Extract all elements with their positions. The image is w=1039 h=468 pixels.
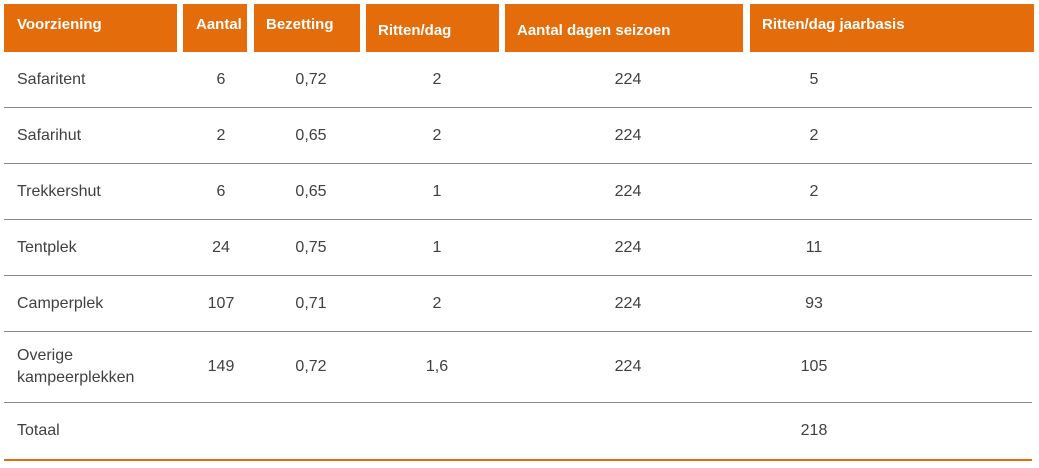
cell-bezetting: 0,65: [295, 126, 327, 144]
header-cell-bezetting: Bezetting: [254, 4, 360, 52]
table-row: Safarihut 2 0,65 2 224 2: [4, 108, 1032, 164]
cell-aantal-dagen: 224: [614, 294, 642, 312]
header-label-ritten-dag: Ritten/dag: [378, 22, 452, 39]
header-label-voorziening: Voorziening: [17, 16, 102, 33]
cell-bezetting: 0,65: [295, 182, 327, 200]
cell-aantal: 24: [212, 238, 230, 256]
cell-ritten-dag: 1: [432, 182, 442, 200]
table-row: Camperplek 107 0,71 2 224 93: [4, 276, 1032, 332]
header-cell-ritten-dag-jaarbasis: Ritten/dag jaarbasis: [750, 4, 1034, 52]
cell-ritten-dag: 1: [432, 238, 442, 256]
cell-voorziening: Trekkershut: [17, 182, 101, 200]
table-row: Safaritent 6 0,72 2 224 5: [4, 53, 1032, 108]
table-row: Overige kampeerplekken 149 0,72 1,6 224 …: [4, 332, 1032, 403]
cell-aantal-dagen: 224: [614, 71, 642, 88]
cell-totaal-label: Totaal: [17, 422, 60, 439]
header-cell-voorziening: Voorziening: [4, 4, 177, 52]
header-cell-ritten-dag: Ritten/dag: [366, 4, 499, 52]
cell-bezetting: [266, 403, 356, 459]
cell-aantal-dagen: 224: [614, 238, 642, 256]
header-label-bezetting: Bezetting: [266, 16, 334, 33]
cell-ritten-dag: [387, 403, 487, 459]
cell-voorziening: Camperplek: [17, 294, 104, 312]
header-cell-aantal: Aantal: [183, 4, 247, 52]
table-row: Tentplek 24 0,75 1 224 11: [4, 220, 1032, 276]
cell-jaarbasis: 93: [805, 294, 823, 312]
cell-ritten-dag: 2: [432, 71, 442, 88]
cell-ritten-dag: 1,6: [425, 358, 449, 375]
cell-bezetting: 0,71: [295, 294, 327, 312]
cell-aantal-dagen: 224: [614, 126, 642, 144]
cell-jaarbasis: 5: [809, 71, 819, 88]
cell-voorziening: Tentplek: [17, 238, 77, 256]
cell-ritten-dag: 2: [432, 126, 442, 144]
cell-jaarbasis-totaal: 218: [800, 422, 828, 439]
cell-jaarbasis: 2: [809, 182, 819, 200]
cell-aantal: 6: [216, 71, 226, 88]
cell-voorziening: Safaritent: [17, 71, 86, 88]
header-cell-aantal-dagen-seizoen: Aantal dagen seizoen: [505, 4, 743, 52]
cell-aantal: [186, 403, 256, 459]
table-row: Trekkershut 6 0,65 1 224 2: [4, 164, 1032, 220]
cell-aantal: 6: [216, 182, 226, 200]
cell-bezetting: 0,75: [295, 238, 327, 256]
cell-voorziening: Safarihut: [17, 126, 82, 144]
cell-jaarbasis: 11: [805, 238, 823, 256]
cell-bezetting: 0,72: [295, 71, 327, 88]
cell-jaarbasis: 2: [809, 126, 819, 144]
cell-jaarbasis: 105: [800, 358, 828, 375]
cell-ritten-dag: 2: [432, 294, 442, 312]
cell-aantal-dagen: [578, 403, 678, 459]
header-label-ritten-dag-jaarbasis: Ritten/dag jaarbasis: [762, 16, 905, 33]
header-label-aantal-dagen-seizoen: Aantal dagen seizoen: [517, 22, 671, 39]
cell-aantal-dagen: 224: [614, 182, 642, 200]
cell-aantal: 2: [216, 126, 226, 144]
cell-bezetting: 0,72: [295, 358, 327, 375]
cell-voorziening: Overige kampeerplekken: [17, 347, 135, 386]
cell-aantal: 107: [207, 294, 235, 312]
cell-aantal: 149: [207, 358, 235, 375]
cell-aantal-dagen: 224: [614, 358, 642, 375]
table-total-row: Totaal 218: [4, 403, 1032, 461]
header-label-aantal: Aantal: [196, 16, 242, 33]
